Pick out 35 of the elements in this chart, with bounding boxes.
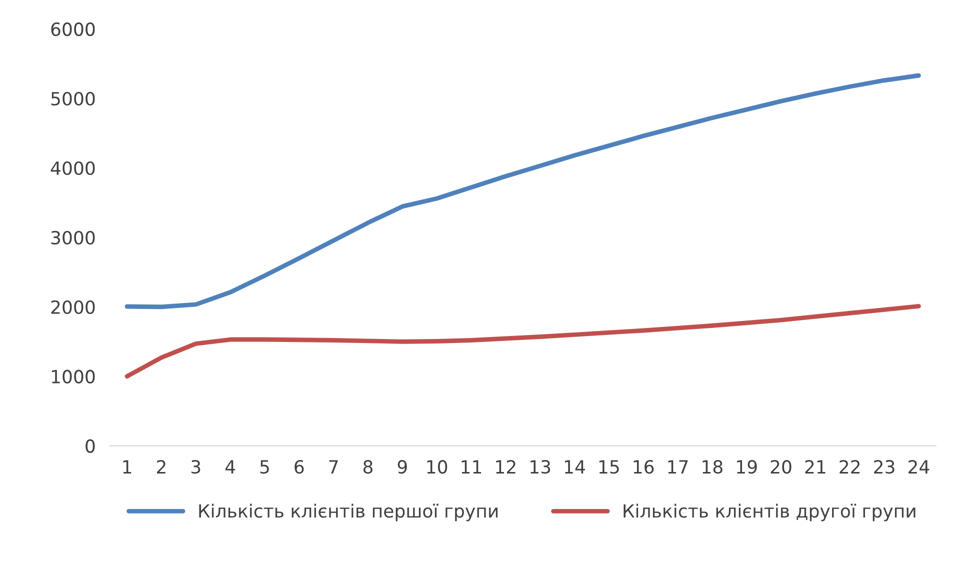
- x-tick-label: 4: [225, 460, 236, 474]
- x-tick-label: 1: [123, 460, 132, 474]
- x-tick-label: 16: [634, 460, 654, 474]
- x-tick-label: 3: [192, 460, 200, 474]
- legend-label: Кількість клієнтів другої групи: [624, 504, 916, 522]
- x-tick-label: 5: [260, 460, 269, 474]
- y-tick-label: 3000: [51, 230, 95, 245]
- y-tick-label: 1000: [52, 370, 95, 384]
- y-tick-label: 4000: [50, 161, 95, 176]
- x-tick-label: 23: [874, 460, 894, 474]
- x-tick-label: 22: [840, 460, 860, 474]
- legend-label: Кількість клієнтів першої групи: [199, 504, 498, 522]
- x-tick-label: 11: [462, 460, 482, 474]
- y-tick-label: 5000: [51, 92, 95, 106]
- x-tick-label: 13: [530, 460, 550, 474]
- x-tick-label: 6: [294, 460, 304, 474]
- x-tick-label: 15: [599, 460, 619, 474]
- line-series: [124, 304, 921, 379]
- x-tick-label: 20: [770, 460, 792, 474]
- line-series: [124, 73, 921, 310]
- y-tick-label: 6000: [51, 22, 95, 36]
- x-tick-label: 10: [427, 460, 448, 474]
- x-tick-label: 8: [363, 460, 372, 474]
- x-tick-label: 18: [702, 460, 722, 474]
- x-tick-label: 19: [737, 460, 757, 474]
- x-tick-label: 9: [398, 460, 407, 474]
- x-tick-label: 21: [805, 460, 826, 474]
- x-tick-label: 17: [668, 460, 688, 474]
- x-tick-label: 14: [564, 460, 585, 474]
- x-tick-label: 12: [496, 460, 516, 474]
- x-tick-label: 2: [157, 460, 166, 474]
- y-tick-label: 2000: [51, 300, 95, 314]
- x-tick-label: 24: [908, 460, 930, 474]
- x-tick-label: 7: [329, 460, 338, 474]
- y-tick-label: 0: [86, 439, 95, 453]
